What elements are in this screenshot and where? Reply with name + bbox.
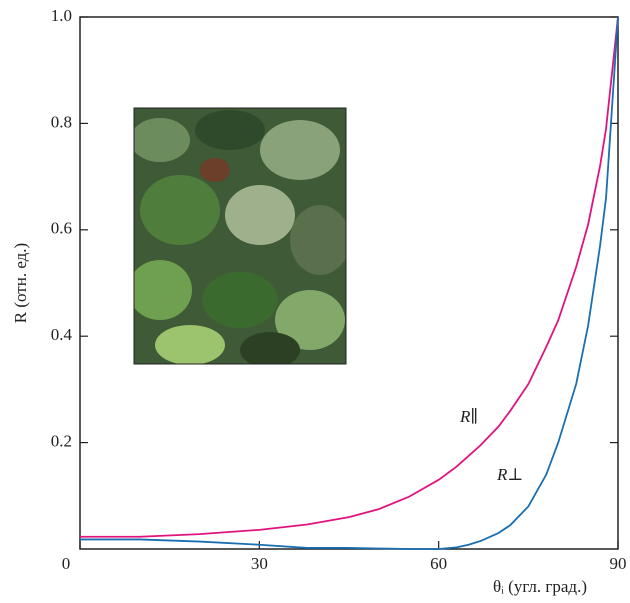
x-tick-label: 30 [251,554,268,573]
y-tick-label: 0.4 [51,325,73,344]
data-line [80,16,619,550]
y-tick-label: 0.2 [51,432,72,451]
series-label: R∥ [459,407,478,426]
series-label: R⊥ [496,465,523,484]
x-tick-label: 0 [62,554,71,573]
x-axis-label: θᵢ (угл. град.) [493,577,587,596]
inset-photo [134,108,346,364]
inset-frame [133,107,347,365]
x-tick-label: 90 [610,554,627,573]
y-axis-label: R (отн. ед.) [11,243,30,323]
y-tick-label: 0.8 [51,112,72,131]
y-tick-label: 0.6 [51,219,72,238]
y-tick-label: 1.0 [51,6,72,25]
data-line [80,16,619,538]
x-tick-label: 60 [430,554,447,573]
plot-frame [79,16,619,550]
